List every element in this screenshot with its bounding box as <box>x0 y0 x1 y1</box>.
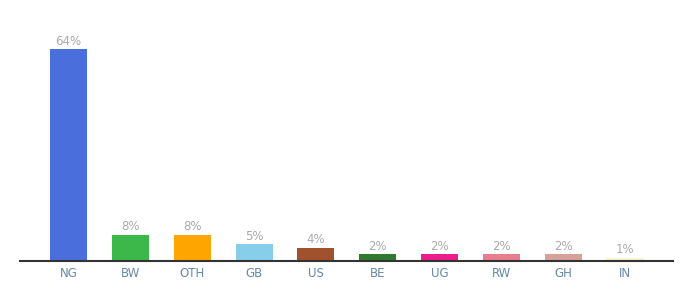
Text: 2%: 2% <box>492 240 511 253</box>
Text: 8%: 8% <box>121 220 139 233</box>
Text: 1%: 1% <box>615 243 634 256</box>
Text: 5%: 5% <box>245 230 263 243</box>
Bar <box>50 49 87 261</box>
Bar <box>359 254 396 261</box>
Text: 2%: 2% <box>554 240 573 253</box>
Bar <box>421 254 458 261</box>
Bar <box>607 258 643 261</box>
Text: 8%: 8% <box>183 220 201 233</box>
Text: 64%: 64% <box>56 34 82 48</box>
Text: 4%: 4% <box>307 233 325 246</box>
Bar <box>483 254 520 261</box>
Text: 2%: 2% <box>430 240 449 253</box>
Bar <box>112 235 149 261</box>
Text: 2%: 2% <box>369 240 387 253</box>
Bar <box>173 235 211 261</box>
Bar <box>297 248 335 261</box>
Bar <box>545 254 581 261</box>
Bar <box>235 244 273 261</box>
